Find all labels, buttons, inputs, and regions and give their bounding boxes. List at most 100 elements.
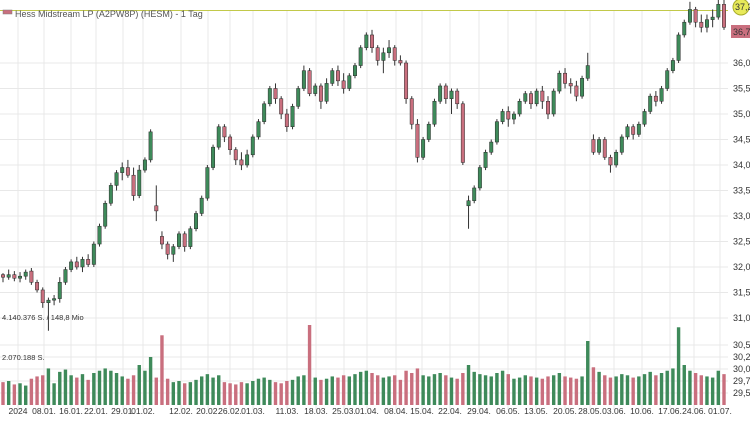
volume-bar (330, 376, 334, 405)
candle-body (296, 88, 301, 107)
series-swatch (2, 9, 13, 15)
x-tick-label: 29.01. (111, 406, 135, 416)
candle-body (472, 187, 477, 201)
volume-bar (353, 374, 357, 405)
candle-body (35, 282, 40, 291)
volume-bar (336, 377, 340, 405)
candle-body (705, 19, 709, 28)
candle-body (63, 269, 68, 283)
volume-bar (410, 373, 414, 405)
volume-bar (58, 371, 62, 405)
candle-body (699, 21, 704, 28)
candle-body (523, 93, 528, 102)
candle-body (6, 274, 11, 278)
volume-bar (614, 376, 618, 405)
volume-bar (41, 375, 45, 405)
candle-body (364, 34, 369, 48)
volume-bar (540, 378, 545, 405)
candle-body (483, 152, 488, 168)
candle-body (256, 121, 261, 138)
volume-bar (455, 378, 459, 405)
price-candles (1, 0, 726, 331)
volume-bar (131, 375, 136, 405)
volume-bar (120, 376, 124, 405)
candle-body (23, 271, 28, 277)
volume-bar (114, 373, 119, 405)
y-volume-tick-label: 30,00 (733, 364, 750, 374)
volume-bar (506, 374, 510, 405)
volume-bar (557, 373, 562, 405)
volume-bar (699, 375, 703, 405)
volume-bar (478, 374, 482, 405)
volume-bar (313, 377, 317, 405)
candle-body (574, 85, 579, 97)
x-tick-label: 25.03. (332, 406, 356, 416)
x-tick-label: 03.06. (602, 406, 626, 416)
volume-bars (1, 325, 726, 405)
volume-bar (716, 370, 721, 405)
candle-body (86, 259, 91, 265)
candle-body (659, 88, 664, 102)
volume-bar (92, 373, 96, 405)
volume-bar (296, 376, 300, 405)
candle-body (597, 139, 602, 153)
volume-bar (358, 371, 363, 405)
axes: 36,00 35,50 35,00 34,50 34,00 33,50 33,00 32,50… (9, 58, 750, 416)
candle-body (398, 60, 403, 64)
candle-body (69, 261, 74, 270)
candle-body (648, 95, 653, 112)
candle-body (250, 136, 255, 156)
candle-body (381, 52, 386, 61)
volume-bar (188, 382, 193, 405)
candle-body (211, 146, 216, 168)
candle-body (273, 88, 278, 99)
y-tick-label: 31,00 (733, 313, 750, 323)
volume-bar (512, 378, 516, 405)
candle-body (710, 16, 715, 20)
candle-body (103, 203, 108, 227)
candle-body (642, 111, 647, 125)
volume-bar (63, 369, 68, 405)
x-tick-label: 11.03. (275, 406, 298, 416)
volume-bar (449, 377, 454, 405)
volume-bar (6, 381, 11, 405)
x-tick-label: 16.01. (59, 406, 83, 416)
volume-bar (205, 374, 210, 405)
volume-bar (148, 357, 153, 405)
volume-bar (341, 375, 346, 405)
volume-bar (517, 377, 522, 405)
candle-body (222, 126, 227, 138)
candle-body (546, 101, 550, 115)
volume-bar (177, 381, 181, 405)
y-tick-label: 34,00 (733, 160, 750, 170)
volume-bar (393, 375, 397, 405)
candle-body (267, 88, 272, 105)
x-tick-label: 17.06. (658, 406, 682, 416)
volume-bar (370, 373, 374, 405)
candle-body (324, 83, 329, 102)
volume-bar (597, 371, 601, 405)
y-tick-label: 32,50 (733, 237, 750, 247)
candle-body (551, 90, 556, 115)
candle-body (318, 85, 323, 102)
candle-body (12, 274, 17, 279)
volume-bar (563, 376, 567, 405)
candle-body (511, 113, 516, 120)
candle-body (404, 62, 409, 99)
last-price-tag (731, 25, 750, 38)
candle-body (108, 185, 113, 204)
candle-body (313, 85, 318, 94)
candle-body (409, 98, 414, 125)
volume-bar (682, 365, 686, 405)
volume-mid-label: 2.070.188 S. (2, 353, 45, 362)
volume-max-label: 4.140.376 S. / 148,8 Mio (2, 313, 84, 322)
candle-body (188, 228, 193, 247)
x-tick-label: 01.07. (708, 406, 732, 416)
volume-bar (631, 377, 635, 405)
x-tick-label: 15.04. (410, 406, 434, 416)
candle-body (693, 9, 698, 23)
candle-body (421, 139, 426, 158)
volume-bar (654, 375, 658, 405)
x-tick-label: 06.05. (496, 406, 520, 416)
candle-body (619, 136, 624, 153)
